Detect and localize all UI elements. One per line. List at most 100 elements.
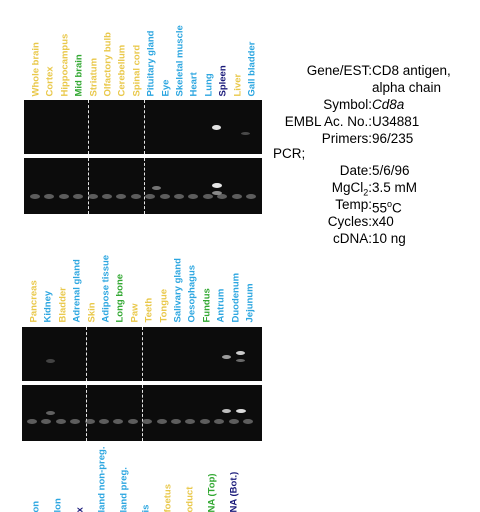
lane-label: Tongue	[158, 288, 170, 322]
lane-label: Olfactory bulb	[102, 31, 114, 96]
lane-label: Pituitary gland	[145, 30, 157, 96]
panel1-gel-bottom	[24, 158, 262, 214]
gel-band	[87, 194, 98, 199]
panel2-lane-labels: Pancreas Kidney Bladder Adrenal gland Skin Ad…	[25, 252, 265, 322]
gel-band	[46, 411, 55, 415]
pcr-key: PCR;	[273, 146, 306, 161]
gel-band	[70, 419, 81, 424]
lane-label: foetus	[162, 483, 174, 512]
lane-label: Duodenum	[230, 272, 242, 322]
gel-band	[188, 194, 199, 199]
lane-label: Spinal cord	[131, 44, 143, 96]
cdna-key: cDNA:	[332, 231, 372, 246]
lane-label: on	[30, 500, 42, 512]
symbol-value: Cd8a	[372, 97, 405, 112]
lane-label: Fundus	[201, 287, 213, 322]
lane-label: Skin	[86, 301, 98, 322]
gel-band	[73, 194, 84, 199]
lane-separator	[86, 385, 87, 441]
lane-label: Cerebellum	[116, 44, 128, 96]
lane-label: Teeth	[143, 297, 155, 322]
gel-band	[246, 194, 256, 199]
mgcl-key: MgCl2:	[331, 180, 372, 198]
panel2-gel-top	[22, 327, 262, 381]
lane-separator	[142, 385, 143, 441]
temp-key: Temp:	[335, 197, 372, 212]
lane-label: Antrum	[215, 288, 227, 322]
gene-value-line2: alpha chain	[372, 80, 442, 95]
gel-band	[152, 186, 161, 190]
lane-label: Paw	[129, 302, 141, 322]
gel-band	[46, 359, 55, 363]
lane-label: Gall bladder	[246, 41, 258, 96]
gel-band	[145, 194, 156, 199]
lane-label: Pancreas	[28, 279, 40, 322]
primers-key: Primers:	[321, 131, 372, 146]
lane-separator	[144, 158, 145, 214]
date-value: 5/6/96	[372, 163, 410, 178]
gel-band	[236, 409, 246, 413]
lane-label: Oesophagus	[186, 264, 198, 322]
lane-label: is	[140, 504, 152, 512]
lane-label: Whole brain	[30, 41, 42, 96]
lane-label: NA (Bot.)	[228, 471, 240, 512]
gel-band	[116, 194, 127, 199]
panel2-gel-bottom	[22, 385, 262, 441]
gel-band	[58, 194, 69, 199]
gel-band	[41, 419, 52, 424]
gel-band	[171, 419, 181, 424]
gel-band	[236, 359, 245, 362]
lane-label: lon	[52, 497, 64, 512]
lane-label: Jejunum	[244, 282, 256, 322]
lane-label: x	[74, 506, 86, 512]
primers-value: 96/235	[372, 131, 414, 146]
lane-label: oduct	[184, 486, 196, 512]
lane-label: Long bone	[114, 273, 126, 322]
lane-label: Spleen	[217, 64, 229, 96]
gel-band	[222, 355, 231, 359]
lane-label: Salivary gland	[172, 257, 184, 322]
lane-label: Cortex	[44, 65, 56, 96]
lane-label: Lung	[203, 72, 215, 96]
gel-band	[174, 194, 184, 199]
lane-label: Striatum	[88, 57, 100, 96]
gel-band	[44, 194, 55, 199]
gel-band	[159, 194, 170, 199]
gel-band	[156, 419, 167, 424]
gel-band	[113, 419, 124, 424]
panel1-lane-labels: Whole brain Cortex Hippocampus Mid brain Str…	[25, 25, 265, 96]
gel-band	[212, 191, 222, 195]
lane-label: Skeletal muscle	[174, 24, 186, 96]
cdna-value: 10 ng	[372, 231, 406, 246]
gel-band	[102, 194, 112, 199]
cycles-key: Cycles:	[327, 214, 372, 229]
gel-band	[130, 194, 141, 199]
lane-separator	[88, 100, 89, 154]
cycles-value: x40	[372, 214, 394, 229]
embl-value: U34881	[372, 114, 420, 129]
gel-band	[84, 419, 95, 424]
lane-label: Kidney	[42, 290, 54, 322]
gel-band	[185, 419, 196, 424]
gel-band	[222, 409, 231, 413]
gel-band	[212, 125, 221, 130]
gel-band	[202, 194, 213, 199]
gel-band	[217, 194, 228, 199]
symbol-key: Symbol:	[323, 97, 372, 112]
lane-separator	[88, 158, 89, 214]
gel-band	[212, 183, 222, 188]
lane-label: Adipose tissue	[100, 254, 112, 322]
gel-band	[243, 419, 253, 424]
embl-key: EMBL Ac. No.:	[284, 114, 372, 129]
gel-band	[228, 419, 239, 424]
gel-band	[30, 194, 40, 199]
gene-key: Gene/EST:	[306, 63, 372, 78]
lane-separator	[144, 100, 145, 154]
lane-label: land preg.	[118, 466, 130, 512]
lane-label: Bladder	[57, 286, 69, 322]
gel-band	[241, 132, 250, 135]
gel-band	[99, 419, 109, 424]
lane-label: Eye	[160, 79, 172, 96]
gel-band	[231, 194, 242, 199]
lane-separator	[86, 327, 87, 381]
